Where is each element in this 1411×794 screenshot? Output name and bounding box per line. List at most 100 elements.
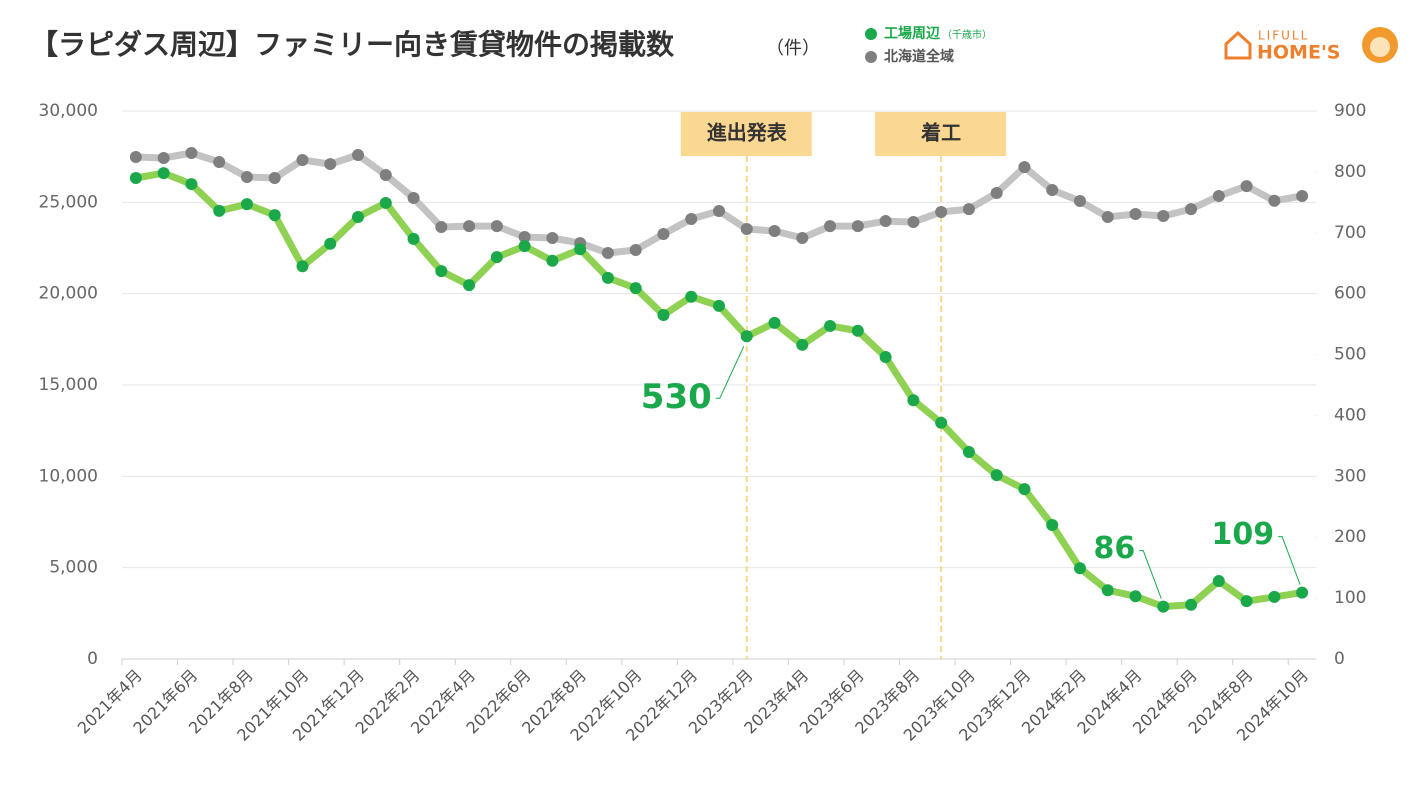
data-point [851,324,864,337]
data-point [213,156,226,169]
data-point [629,244,642,257]
legend-marker [865,51,877,63]
label-leader [715,346,745,399]
data-point [379,169,392,182]
data-point [352,210,365,223]
y2-tick-label: 100 [1334,588,1366,608]
data-point [1018,483,1031,496]
data-point [962,445,975,458]
data-point [463,220,476,233]
data-point [352,149,365,162]
data-point [157,167,170,180]
data-point [546,231,559,244]
data-point [1240,180,1253,193]
data-point [824,220,837,233]
data-point [518,231,531,244]
data-point [990,187,1003,200]
y2-tick-label: 200 [1334,527,1366,547]
y2-tick-label: 900 [1334,101,1366,121]
data-point [796,232,809,245]
data-point [713,205,725,218]
data-point [240,198,253,211]
data-point [129,151,142,164]
data-point [546,254,559,267]
logo-bottom: HOME'S [1257,42,1340,64]
series-line [132,149,1306,257]
data-point [435,220,448,233]
y2-tick-label: 300 [1334,466,1366,486]
data-point [657,308,670,321]
logo-mascot-face [1370,37,1390,57]
data-point [685,213,698,226]
data-point [185,147,198,160]
data-point [1296,190,1309,203]
annotation-label: 進出発表 [707,121,788,145]
data-point [962,203,975,216]
y-tick-label: 25,000 [39,192,98,212]
data-point [324,158,337,171]
data-point [1073,562,1086,575]
data-point [1240,595,1253,608]
data-point [796,338,809,351]
data-point [713,299,725,312]
data-point [490,220,503,233]
label-leader [1139,550,1162,599]
data-point [435,265,448,278]
annotation-label: 着工 [920,121,961,145]
data-point [1185,598,1198,611]
data-point [1101,584,1114,597]
data-point [185,178,198,191]
data-point [407,232,420,245]
y2-tick-label: 0 [1334,649,1345,669]
logo-top: LIFULL [1258,29,1309,43]
data-point [879,350,892,363]
data-point [213,204,226,217]
y2-tick-label: 600 [1334,284,1366,304]
data-point [768,225,781,238]
data-point [518,240,531,253]
data-point [268,209,281,222]
logo-icon [1224,30,1252,60]
data-point [296,260,309,273]
data-point [1185,203,1198,216]
chart-title: 【ラピダス周辺】ファミリー向き賃貸物件の掲載数 [30,28,675,61]
data-point [740,330,753,343]
data-point [1046,519,1059,532]
annotation-box [680,112,812,156]
data-point [129,171,142,184]
data-point [851,220,864,233]
legend-label: 北海道全域 [884,48,954,65]
data-point [1073,195,1086,208]
data-label: 109 [1211,517,1274,552]
y-tick-label: 10,000 [39,466,98,486]
data-point [490,251,503,264]
data-point [740,223,753,236]
data-point [935,416,948,429]
data-point [629,282,642,295]
data-point [268,172,281,185]
data-point [907,394,920,407]
data-point [685,290,698,303]
legend-marker [865,28,877,40]
data-label: 530 [641,377,712,417]
data-point [1268,194,1281,207]
y-tick-label: 0 [87,649,98,669]
data-point [574,243,587,256]
data-point [240,171,253,184]
data-point [768,316,781,329]
legend-label: 工場周辺 [884,25,940,42]
data-point [1296,586,1309,599]
y-tick-label: 5,000 [49,558,98,578]
data-point [1212,190,1225,203]
y2-tick-label: 400 [1334,405,1366,425]
y-tick-label: 20,000 [39,284,98,304]
data-point [296,154,309,167]
annotation-box [875,112,1007,156]
data-point [1157,600,1170,613]
data-point [157,152,170,165]
y-tick-label: 30,000 [39,101,98,121]
logo: LIFULL HOME'S [1224,27,1398,64]
data-point [601,271,614,284]
data-label: 86 [1094,531,1136,566]
